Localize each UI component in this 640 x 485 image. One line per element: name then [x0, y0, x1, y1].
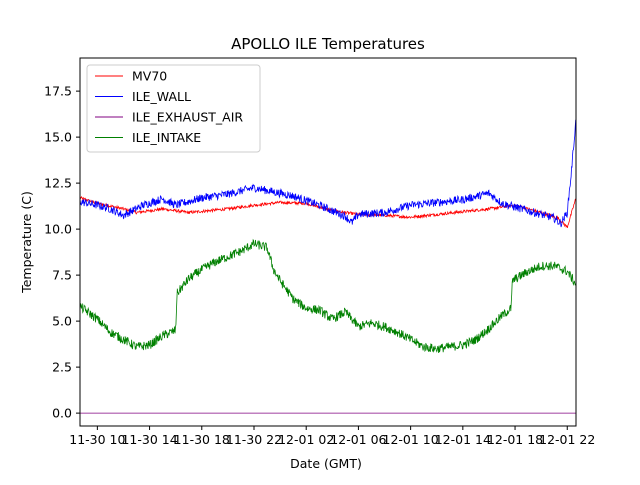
x-axis-title: Date (GMT) [290, 456, 362, 471]
series-line-ile-intake [80, 238, 576, 353]
x-tick-label: 12-01 10 [383, 432, 439, 447]
x-tick-label: 11-30 22 [226, 432, 282, 447]
legend-label-ile-exhaust-air: ILE_EXHAUST_AIR [132, 110, 243, 125]
x-tick-label: 12-01 22 [539, 432, 595, 447]
y-tick-label: 15.0 [44, 130, 72, 145]
y-tick-label: 2.5 [52, 360, 72, 375]
y-tick-label: 10.0 [44, 222, 72, 237]
y-tick-label: 5.0 [52, 314, 72, 329]
y-tick-label: 17.5 [44, 84, 72, 99]
series-line-ile-wall [80, 119, 576, 228]
x-tick-label: 11-30 10 [69, 432, 125, 447]
axes-frame [79, 57, 577, 427]
legend-label-ile-wall: ILE_WALL [132, 89, 191, 104]
x-tick-label: 12-01 02 [278, 432, 334, 447]
legend: MV70 ILE_WALL ILE_EXHAUST_AIR ILE_INTAKE [86, 64, 261, 153]
x-tick-label: 12-01 14 [435, 432, 491, 447]
y-tick-label: 0.0 [52, 406, 72, 421]
y-tick-label: 7.5 [52, 268, 72, 283]
legend-label-ile-intake: ILE_INTAKE [132, 130, 201, 145]
series-layer [80, 119, 576, 414]
y-tick-label: 12.5 [44, 176, 72, 191]
x-tick-label: 11-30 18 [174, 432, 230, 447]
x-tick-label: 12-01 18 [487, 432, 543, 447]
legend-label-mv70: MV70 [132, 69, 167, 84]
legend-box [86, 64, 261, 153]
chart-title: APOLLO ILE Temperatures [231, 35, 425, 53]
x-tick-label: 12-01 06 [330, 432, 386, 447]
y-axis-title: Temperature (C) [19, 191, 34, 294]
x-tick-label: 11-30 14 [121, 432, 177, 447]
